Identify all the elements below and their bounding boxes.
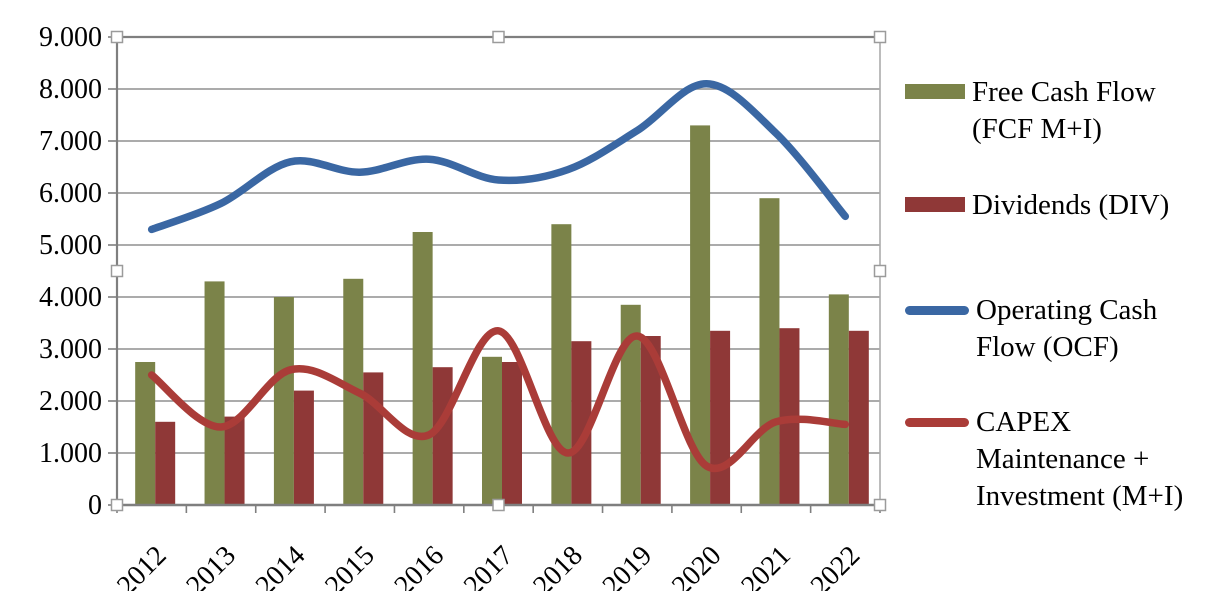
y-tick-label: 5.000 (39, 230, 102, 261)
legend-item-capex-maintenance-investment-m-i[interactable]: CAPEX Maintenance + Investment (M+I) (905, 404, 1218, 515)
y-tick-label: 9.000 (39, 22, 102, 53)
y-tick-label: 1.000 (39, 438, 102, 469)
y-tick-label: 8.000 (39, 74, 102, 105)
x-tick-label: 2020 (666, 540, 728, 591)
legend-item-operating-cash-flow-ocf[interactable]: Operating Cash Flow (OCF) (905, 292, 1218, 366)
x-tick-label: 2019 (597, 540, 659, 591)
bar-dividends-div-2020[interactable] (710, 330, 731, 505)
x-tick-label: 2021 (735, 540, 797, 591)
bar-free-cash-flow-fcf-m-i-2014[interactable] (273, 297, 294, 505)
bar-free-cash-flow-fcf-m-i-2016[interactable] (412, 232, 433, 505)
y-tick-label: 4.000 (39, 282, 102, 313)
legend: Free Cash Flow (FCF M+I) Dividends (DIV) O… (905, 0, 1218, 591)
bar-dividends-div-2016[interactable] (432, 367, 453, 505)
x-tick-label: 2018 (527, 540, 589, 591)
bar-dividends-div-2013[interactable] (224, 416, 245, 505)
y-tick-label: 6.000 (39, 178, 102, 209)
y-tick-label: 0 (88, 490, 102, 521)
line-capex-maintenance-investment-m-i[interactable] (147, 327, 850, 473)
bar-dividends-div-2018[interactable] (571, 341, 592, 505)
legend-label: Dividends (DIV) (972, 189, 1170, 221)
selection-handle-bottom-center[interactable] (492, 498, 505, 512)
y-tick-label: 7.000 (39, 126, 102, 157)
bar-free-cash-flow-fcf-m-i-2012[interactable] (135, 362, 156, 505)
legend-label: CAPEX Maintenance + Investment (M+I) (976, 406, 1184, 512)
bar-free-cash-flow-fcf-m-i-2013[interactable] (204, 281, 225, 505)
x-tick-label: 2013 (180, 540, 242, 591)
bar-free-cash-flow-fcf-m-i-2022[interactable] (828, 294, 849, 505)
bar-dividends-div-2019[interactable] (640, 336, 661, 505)
bar-dividends-div-2017[interactable] (502, 362, 522, 505)
bar-dividends-div-2012[interactable] (155, 421, 176, 505)
selection-handle-top-right[interactable] (873, 30, 887, 44)
x-tick-label: 2015 (319, 540, 381, 591)
line-operating-cash-flow-ocf[interactable] (147, 80, 850, 234)
legend-item-free-cash-flow-fcf-m-i[interactable]: Free Cash Flow (FCF M+I) (905, 74, 1214, 148)
legend-swatch-operating-cash-flow-ocf-line-icon (905, 306, 969, 315)
x-tick-label: 2014 (250, 540, 312, 591)
selection-handle-bottom-right[interactable] (873, 498, 887, 512)
selection-handle-mid-left[interactable] (110, 264, 124, 278)
bar-free-cash-flow-fcf-m-i-2020[interactable] (690, 125, 711, 506)
bar-free-cash-flow-fcf-m-i-2018[interactable] (551, 224, 572, 505)
bar-dividends-div-2015[interactable] (363, 372, 384, 505)
x-tick-label: 2012 (111, 540, 173, 591)
x-tick-label: 2022 (805, 540, 867, 591)
bar-dividends-div-2014[interactable] (293, 390, 314, 505)
legend-swatch-free-cash-flow-fcf-m-i-bar-icon (905, 84, 965, 99)
selection-handle-top-left[interactable] (110, 30, 124, 44)
series-dividends-div (155, 328, 869, 505)
selection-handle-mid-right[interactable] (873, 264, 887, 278)
legend-swatch-capex-maintenance-investment-m-i-line-icon (905, 418, 969, 427)
y-tick-label: 2.000 (39, 386, 102, 417)
bar-free-cash-flow-fcf-m-i-2019[interactable] (620, 304, 641, 505)
bar-dividends-div-2022[interactable] (848, 330, 869, 505)
legend-item-dividends-div[interactable]: Dividends (DIV) (905, 187, 1214, 224)
selection-handles (110, 30, 887, 512)
legend-label: Operating Cash Flow (OCF) (976, 294, 1158, 363)
selection-handle-bottom-left[interactable] (110, 498, 124, 512)
legend-label: Free Cash Flow (FCF M+I) (972, 76, 1156, 145)
legend-swatch-dividends-div-bar-icon (905, 197, 965, 212)
selection-handle-top-center[interactable] (492, 30, 505, 44)
bar-free-cash-flow-fcf-m-i-2017[interactable] (482, 356, 502, 505)
bar-free-cash-flow-fcf-m-i-2021[interactable] (759, 198, 780, 505)
x-tick-label: 2016 (389, 540, 451, 591)
x-tick-label: 2017 (458, 540, 520, 591)
y-tick-label: 3.000 (39, 334, 102, 365)
